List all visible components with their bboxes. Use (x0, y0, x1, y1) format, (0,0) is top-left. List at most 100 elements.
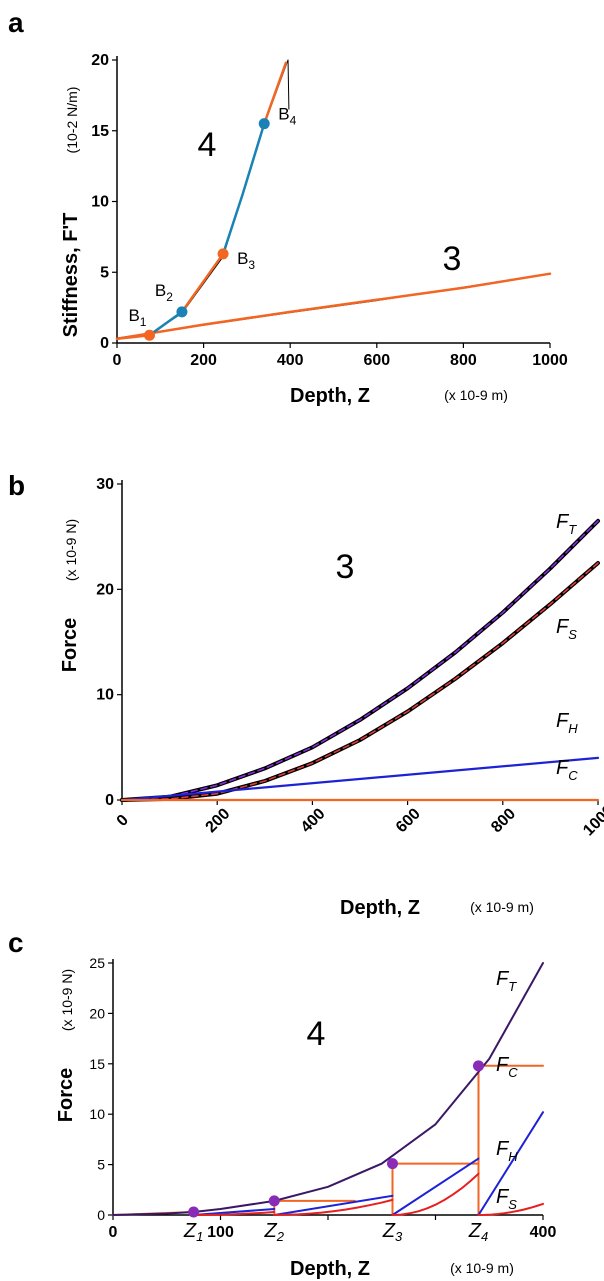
c-FS-segment-0 (192, 1211, 276, 1216)
a-ytick-label: 15 (91, 123, 109, 140)
a-ylabel: Stiffness, F'T (60, 213, 82, 338)
a-xtick-label: 0 (113, 352, 122, 369)
a-xtick-label: 400 (277, 352, 304, 369)
c-ytick-label: 5 (97, 1157, 105, 1173)
a-marker-label-B3: B3 (237, 249, 255, 272)
b-curve-label: 3 (336, 548, 355, 586)
a-curve-label-4: 4 (198, 126, 217, 164)
b-series-FT (120, 518, 600, 802)
a-xtick-label: 800 (450, 352, 477, 369)
panel-label-c: c (8, 927, 24, 958)
a-series-2 (148, 310, 184, 337)
b-xtick-label: 200 (203, 805, 234, 836)
c-z-label-Z2: Z2 (264, 1220, 285, 1244)
a-marker-label-sub: 1 (140, 315, 147, 329)
b-ytick-label: 20 (96, 581, 114, 598)
c-marker-0 (188, 1206, 200, 1218)
c-series-label-sub: C (508, 1065, 518, 1080)
a-ytick-label: 10 (91, 194, 109, 211)
c-marker-1 (268, 1195, 280, 1207)
a-series-3 (180, 252, 225, 314)
a-marker-label-B1: B1 (128, 306, 146, 329)
c-ytick-label: 15 (89, 1056, 105, 1072)
c-FS-segment-2 (391, 1172, 480, 1216)
a-xlabel-unit: (x 10-9 m) (444, 387, 508, 403)
c-xtick-label: 100 (207, 1224, 234, 1241)
panel-label-b: b (8, 470, 25, 501)
b-ytick-label: 30 (96, 476, 114, 493)
c-xlabel-unit: (x 10-9 m) (450, 1260, 514, 1276)
c-series-label-FT: FT (496, 968, 517, 994)
c-series-label-sub: H (508, 1149, 518, 1164)
c-xtick-label: 0 (109, 1224, 118, 1241)
b-ylabel: Force (59, 618, 81, 672)
b-xtick-label: 0 (114, 812, 132, 830)
b-xlabel-unit: (x 10-9 m) (470, 899, 534, 915)
b-xtick-label: 800 (488, 805, 519, 836)
a-ytick-label: 20 (91, 52, 109, 69)
b-ytick-label: 10 (96, 687, 114, 704)
c-xtick-label: 400 (530, 1224, 557, 1241)
a-raw-trace-tail (287, 59, 290, 110)
c-series-label-FC: FC (496, 1054, 518, 1080)
c-z-label-sub: 2 (276, 1229, 285, 1244)
a-marker-label-sub: 2 (166, 290, 173, 304)
b-series-label-FH: FH (556, 710, 578, 736)
a-series-0 (115, 272, 552, 341)
a-series-4 (221, 122, 266, 256)
a-ylabel-unit: (10-2 N/m) (64, 87, 80, 154)
c-ytick-label: 20 (89, 1005, 105, 1021)
b-series-label-sub: T (568, 522, 577, 537)
b-xtick-label: 600 (393, 805, 424, 836)
b-series-FS-overlay (121, 562, 599, 801)
c-series-FT (112, 962, 544, 1216)
c-ylabel: Force (55, 1068, 77, 1122)
b-ytick-label: 0 (105, 792, 114, 809)
c-ytick-label: 10 (89, 1106, 105, 1122)
b-series-label-FT: FT (556, 511, 577, 537)
c-z-label-sub: 1 (196, 1229, 203, 1244)
b-series-label-sub: S (568, 627, 577, 642)
c-series-label-FS: FS (496, 1186, 517, 1212)
c-z-label-sub: 4 (481, 1229, 488, 1244)
a-xlabel: Depth, Z (290, 385, 370, 407)
a-xtick-label: 1000 (532, 352, 568, 369)
c-curve-label: 4 (307, 1015, 326, 1053)
a-marker-label-sub: 4 (290, 114, 297, 128)
b-series-FT-overlay (121, 520, 599, 801)
a-marker-label-B2: B2 (155, 281, 173, 304)
a-marker-B1 (143, 329, 155, 341)
c-FH-segment-1 (273, 1194, 394, 1216)
panel-label-a: a (8, 7, 24, 38)
c-ytick-label: 25 (89, 955, 105, 971)
a-curve-label-3: 3 (443, 240, 462, 278)
c-ylabel-unit: (x 10-9 N) (59, 969, 75, 1031)
a-marker-label-sub: 3 (248, 258, 255, 272)
c-z-label-sub: 3 (395, 1229, 403, 1244)
c-FS-segment-1 (273, 1198, 394, 1216)
a-marker-label-B4: B4 (278, 105, 296, 128)
c-z-label-Z3: Z3 (382, 1220, 403, 1244)
a-ytick-label: 5 (100, 264, 109, 281)
b-xtick-label: 1000 (580, 802, 604, 839)
c-ytick-label: 0 (97, 1207, 105, 1223)
c-xlabel: Depth, Z (290, 1258, 370, 1280)
c-FH-segment-2 (391, 1157, 480, 1216)
c-z-label-Z1: Z1 (183, 1220, 203, 1244)
c-series-label-sub: T (508, 979, 517, 994)
a-xtick-label: 600 (363, 352, 390, 369)
a-series-5 (262, 61, 288, 125)
c-FH-segment-3 (477, 1111, 544, 1216)
c-series-label-FH: FH (496, 1138, 518, 1164)
c-series-label-sub: S (508, 1197, 517, 1212)
a-marker-B2 (176, 306, 188, 318)
b-series-label-FS: FS (556, 616, 577, 642)
c-FS-segment-3 (477, 1202, 544, 1216)
a-xtick-label: 200 (190, 352, 217, 369)
b-series-FH (120, 756, 600, 802)
b-series-label-sub: H (568, 721, 578, 736)
